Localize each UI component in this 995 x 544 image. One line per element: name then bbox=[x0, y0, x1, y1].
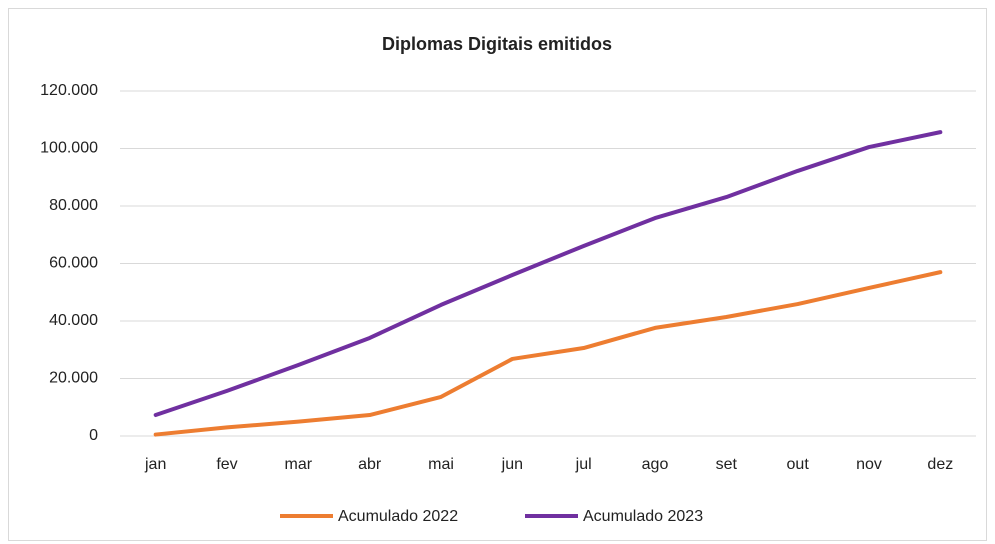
x-tick-label: abr bbox=[358, 456, 382, 473]
x-tick-label: dez bbox=[927, 456, 953, 473]
y-tick-label: 60.000 bbox=[49, 255, 98, 272]
y-tick-label: 120.000 bbox=[40, 82, 98, 99]
series-line bbox=[153, 130, 943, 418]
x-tick-label: set bbox=[716, 456, 738, 473]
x-tick-label: fev bbox=[216, 456, 237, 473]
legend-label: Acumulado 2023 bbox=[583, 508, 703, 525]
y-tick-label: 20.000 bbox=[49, 370, 98, 387]
x-tick-label: jun bbox=[501, 456, 523, 473]
x-tick-label: mai bbox=[428, 456, 454, 473]
x-tick-label: out bbox=[787, 456, 810, 473]
y-tick-label: 40.000 bbox=[49, 312, 98, 329]
x-tick-label: mar bbox=[285, 456, 313, 473]
y-tick-label: 80.000 bbox=[49, 197, 98, 214]
series-line bbox=[153, 270, 943, 437]
y-tick-label: 0 bbox=[89, 427, 98, 444]
chart-border bbox=[8, 8, 987, 541]
x-tick-label: ago bbox=[642, 456, 669, 473]
legend-label: Acumulado 2022 bbox=[338, 508, 458, 525]
x-tick-label: jan bbox=[144, 456, 166, 473]
x-tick-label: jul bbox=[575, 456, 592, 473]
x-tick-label: nov bbox=[856, 456, 882, 473]
chart-title: Diplomas Digitais emitidos bbox=[382, 34, 612, 54]
y-tick-label: 100.000 bbox=[40, 140, 98, 157]
